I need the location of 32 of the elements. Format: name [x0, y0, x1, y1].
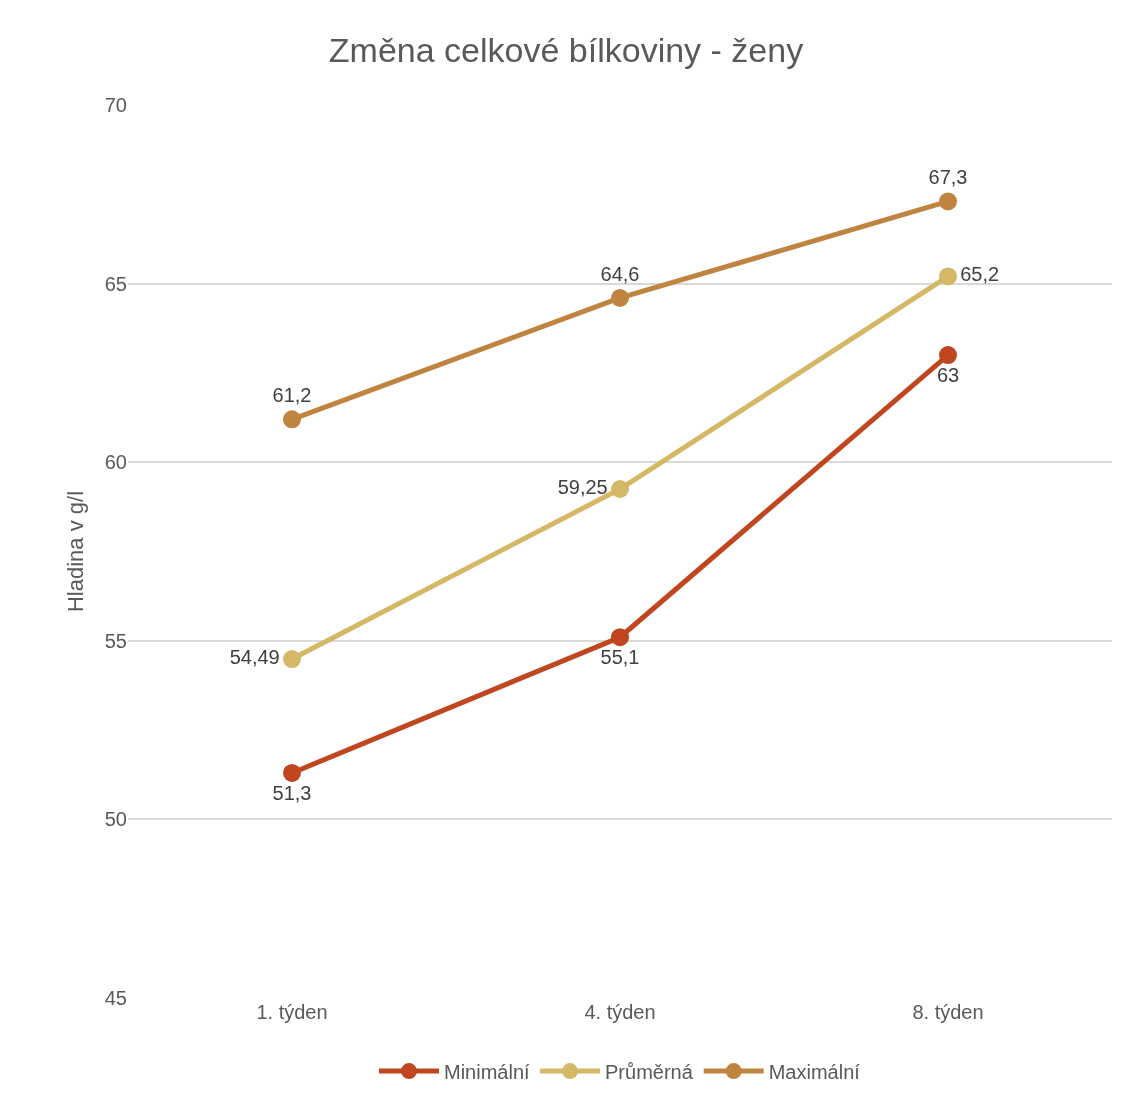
y-tick-label: 45 — [104, 987, 127, 1009]
x-tick-label: 1. týden — [256, 1001, 328, 1023]
point — [283, 763, 301, 782]
legend-label: Průměrná — [605, 1060, 694, 1083]
legend-label: Minimální — [444, 1060, 531, 1083]
y-tick-label: 65 — [104, 272, 127, 295]
data-label: 54,49 — [229, 646, 280, 669]
legend-label: Maximální — [768, 1060, 861, 1083]
data-label: 55,1 — [600, 646, 640, 669]
data-label: 63 — [936, 364, 960, 387]
data-label: 65,2 — [960, 263, 1000, 286]
point — [611, 288, 629, 307]
chart-title: Změna celkové bílkoviny - ženy — [328, 30, 804, 69]
data-label: 59,25 — [557, 475, 608, 498]
data-label: 61,2 — [272, 384, 312, 407]
y-tick-label: 60 — [104, 451, 127, 474]
y-tick-label: 70 — [104, 94, 127, 116]
data-label: 64,6 — [600, 262, 640, 285]
point — [939, 192, 957, 211]
data-label: 67,3 — [928, 166, 968, 189]
point — [939, 267, 957, 286]
point — [611, 479, 629, 498]
point — [939, 346, 957, 365]
point — [283, 410, 301, 429]
y-tick-label: 55 — [104, 629, 127, 652]
point — [283, 650, 301, 669]
data-label: 51,3 — [272, 782, 312, 805]
x-tick-label: 4. týden — [584, 1001, 656, 1023]
x-tick-label: 8. týden — [912, 1001, 984, 1023]
y-tick-label: 50 — [104, 808, 127, 831]
point — [611, 628, 629, 647]
y-axis-title: Hladina v g/l — [62, 490, 88, 613]
